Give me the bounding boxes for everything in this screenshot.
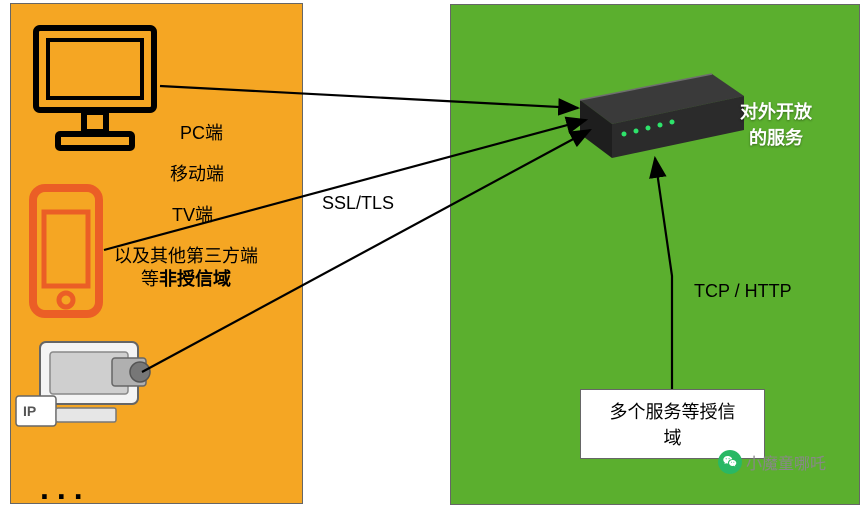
trusted-services-box: 多个服务等授信域 bbox=[580, 389, 765, 459]
ellipsis-dots: ... bbox=[40, 470, 91, 507]
label-pc: PC端 bbox=[180, 122, 223, 145]
label-ssltls: SSL/TLS bbox=[322, 192, 394, 215]
label-open-service: 对外开放的服务 bbox=[740, 98, 812, 150]
label-other: 以及其他第三方端等非授信域 bbox=[114, 245, 258, 292]
label-mobile: 移动端 bbox=[170, 163, 224, 186]
label-tcphttp: TCP / HTTP bbox=[694, 280, 792, 303]
trusted-services-text: 多个服务等授信域 bbox=[610, 398, 736, 450]
diagram-canvas: IP PC端 移动端 TV端 以及其他第三方端等非授信域 SS bbox=[0, 0, 865, 509]
label-tv: TV端 bbox=[172, 204, 213, 227]
